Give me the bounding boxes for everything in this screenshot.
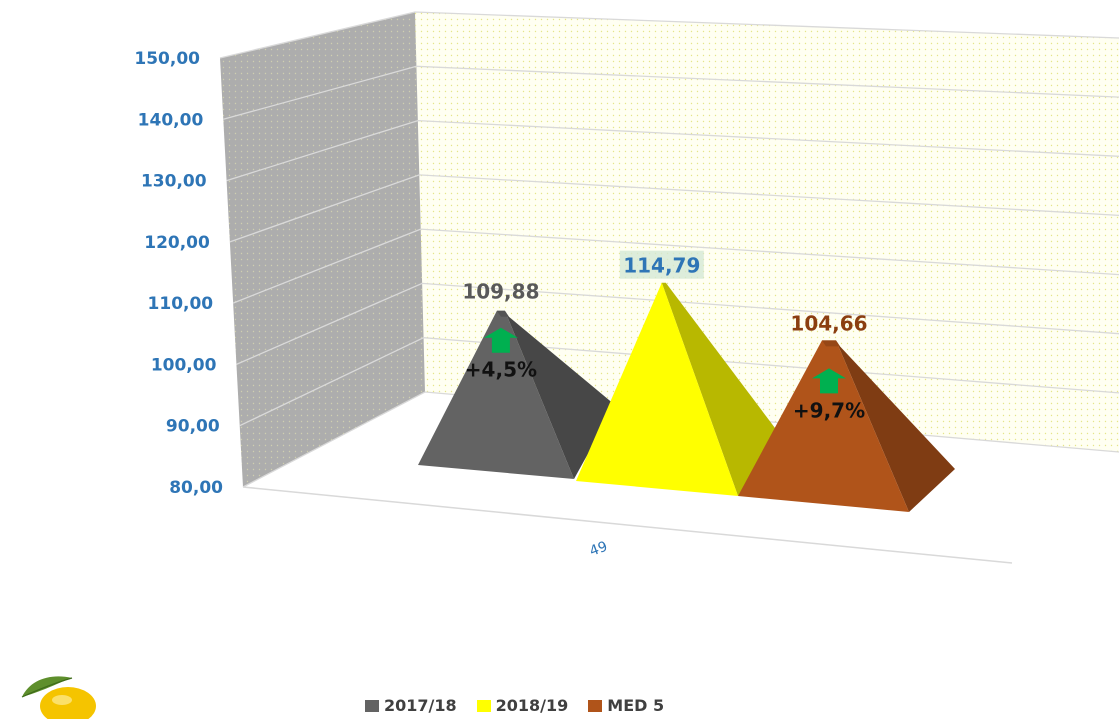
series-pyramids: 109,88 +4,5% 114,79 104,66 +9,7%: [418, 250, 955, 512]
y-tick-label: 120,00: [144, 233, 210, 253]
up-arrow-icon: [812, 368, 846, 394]
pyramid-top-face: [822, 340, 840, 347]
legend-item-med5: MED 5: [588, 696, 664, 715]
gridlines: [219, 11, 1119, 488]
gridline: [229, 174, 1119, 243]
pyramid-top-face: [496, 310, 509, 317]
pyramid-front-face: [418, 310, 574, 479]
back-wall: [415, 12, 1119, 452]
gridline: [226, 119, 1119, 182]
side-wall: [220, 12, 425, 487]
gridline: [236, 282, 1119, 365]
floor-edge: [242, 486, 1013, 564]
pyramid-side-face: [504, 310, 615, 479]
x-tick-label: 49: [588, 539, 610, 560]
y-tick-label: 150,00: [134, 49, 200, 69]
y-tick-label: 90,00: [166, 417, 220, 437]
gridline: [223, 65, 1119, 120]
change-label: +4,5%: [465, 358, 537, 382]
legend-item-2018-19: 2018/19: [476, 696, 569, 715]
legend-swatch-2017-18: [365, 699, 379, 712]
pyramid-med-5: 104,66 +9,7%: [738, 311, 955, 512]
data-label: 104,66: [790, 311, 867, 335]
legend: 2017/18 2018/19 MED 5: [365, 696, 664, 715]
data-label-box: [619, 250, 704, 279]
pyramid-2017-18: 109,88 +4,5%: [418, 280, 615, 479]
y-tick-label: 80,00: [169, 478, 223, 498]
legend-label-2017-18: 2017/18: [384, 696, 457, 715]
y-axis: 80,00 90,00 100,00 110,00 120,00 130,00 140,00…: [134, 49, 223, 498]
y-tick-label: 140,00: [138, 110, 204, 130]
x-axis: 49: [588, 539, 610, 560]
y-tick-label: 100,00: [151, 355, 217, 375]
legend-swatch-2018-19: [476, 699, 491, 712]
pyramid-side-face: [661, 282, 778, 496]
legend-swatch-med5: [588, 699, 603, 712]
legend-item-2017-18: 2017/18: [365, 696, 457, 715]
data-label: 109,88: [462, 280, 539, 304]
legend-label-2018-19: 2018/19: [495, 696, 569, 715]
pyramid-side-face: [836, 340, 955, 512]
data-label: 114,79: [623, 254, 700, 278]
y-tick-label: 130,00: [141, 172, 207, 192]
pyramid-2018-19: 114,79: [576, 250, 778, 496]
y-tick-label: 110,00: [148, 294, 214, 314]
pyramid-front-face: [738, 340, 909, 512]
change-label: +9,7%: [793, 398, 865, 422]
gridline: [232, 228, 1119, 304]
gridline: [219, 11, 1119, 59]
pyramid-front-face: [576, 282, 738, 496]
lemon-icon: [21, 676, 96, 719]
up-arrow-icon: [483, 327, 518, 353]
legend-label-med5: MED 5: [607, 696, 665, 715]
gridline: [239, 337, 1119, 427]
